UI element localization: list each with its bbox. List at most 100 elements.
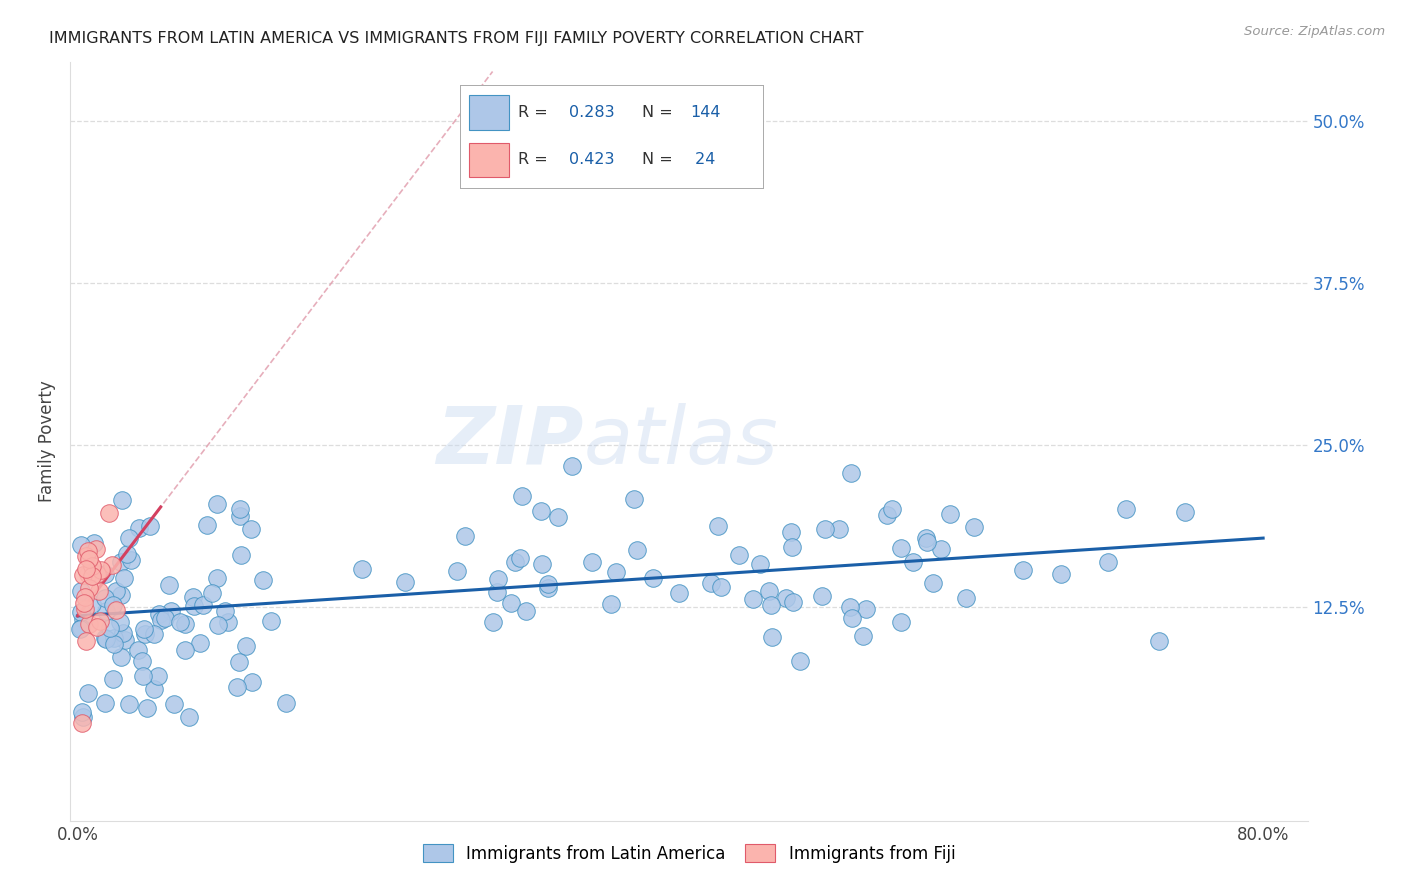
Point [260, 614, 283, 628]
Point [80, 569, 103, 583]
Point [939, 508, 962, 522]
Point [134, 623, 156, 637]
Point [70, 583, 93, 598]
Point [811, 590, 834, 604]
Point [205, 497, 228, 511]
Point [79, 552, 101, 566]
Legend: Immigrants from Latin America, Immigrants from Fiji: Immigrants from Latin America, Immigrant… [416, 838, 962, 869]
Point [118, 531, 141, 545]
Point [231, 548, 253, 562]
Point [149, 614, 172, 628]
Point [547, 509, 569, 524]
Point [112, 571, 135, 585]
Point [75, 634, 97, 648]
Point [134, 627, 156, 641]
Point [72, 568, 94, 582]
Point [486, 572, 509, 586]
Point [207, 618, 229, 632]
Point [600, 597, 623, 611]
Point [626, 542, 648, 557]
Point [510, 489, 533, 503]
Point [83, 535, 105, 549]
Point [759, 598, 782, 612]
Point [70, 705, 93, 719]
Point [98, 621, 121, 635]
Point [509, 550, 531, 565]
Point [160, 604, 183, 618]
Point [96, 632, 118, 647]
Point [838, 600, 860, 615]
Point [901, 555, 924, 569]
Point [482, 615, 505, 630]
Point [782, 594, 804, 608]
Point [148, 669, 170, 683]
Point [110, 555, 132, 569]
Text: atlas: atlas [583, 402, 779, 481]
Point [70, 621, 93, 635]
Point [112, 626, 135, 640]
Point [855, 602, 877, 616]
Point [839, 466, 862, 480]
Point [530, 504, 553, 518]
Point [707, 518, 730, 533]
Point [394, 575, 416, 590]
Point [530, 557, 553, 571]
Point [75, 562, 97, 576]
Point [252, 573, 274, 587]
Point [77, 616, 100, 631]
Point [214, 604, 236, 618]
Point [114, 633, 136, 648]
Point [682, 119, 704, 133]
Point [915, 535, 938, 549]
Point [742, 592, 765, 607]
Point [955, 591, 977, 605]
Point [827, 522, 849, 536]
Point [501, 596, 523, 610]
Point [174, 617, 197, 632]
Point [536, 581, 558, 595]
Point [111, 492, 134, 507]
Point [101, 558, 124, 572]
Point [700, 575, 723, 590]
Point [163, 697, 186, 711]
Point [1050, 567, 1073, 582]
Point [94, 696, 117, 710]
Point [183, 599, 205, 613]
Point [90, 563, 112, 577]
Point [274, 696, 297, 710]
Point [915, 531, 938, 545]
Point [929, 541, 952, 556]
Point [103, 631, 125, 645]
Point [890, 615, 912, 630]
Point [86, 619, 108, 633]
Point [105, 583, 128, 598]
Point [169, 615, 191, 629]
Point [70, 605, 93, 619]
Point [105, 603, 128, 617]
Point [852, 629, 875, 643]
Point [515, 604, 537, 618]
Point [128, 520, 150, 534]
Point [69, 622, 91, 636]
Point [89, 614, 111, 628]
Point [775, 591, 797, 605]
Point [205, 571, 228, 585]
Point [84, 541, 107, 556]
Point [139, 519, 162, 533]
Point [536, 576, 558, 591]
Point [73, 596, 96, 610]
Point [70, 538, 93, 552]
Point [94, 604, 117, 618]
Point [1174, 505, 1197, 519]
Point [240, 675, 263, 690]
Point [352, 562, 374, 576]
Point [179, 710, 201, 724]
Point [228, 655, 250, 669]
Point [75, 601, 97, 615]
Point [962, 520, 984, 534]
Point [710, 580, 733, 594]
Point [73, 590, 96, 604]
Point [72, 710, 94, 724]
Point [193, 598, 215, 612]
Point [157, 578, 180, 592]
